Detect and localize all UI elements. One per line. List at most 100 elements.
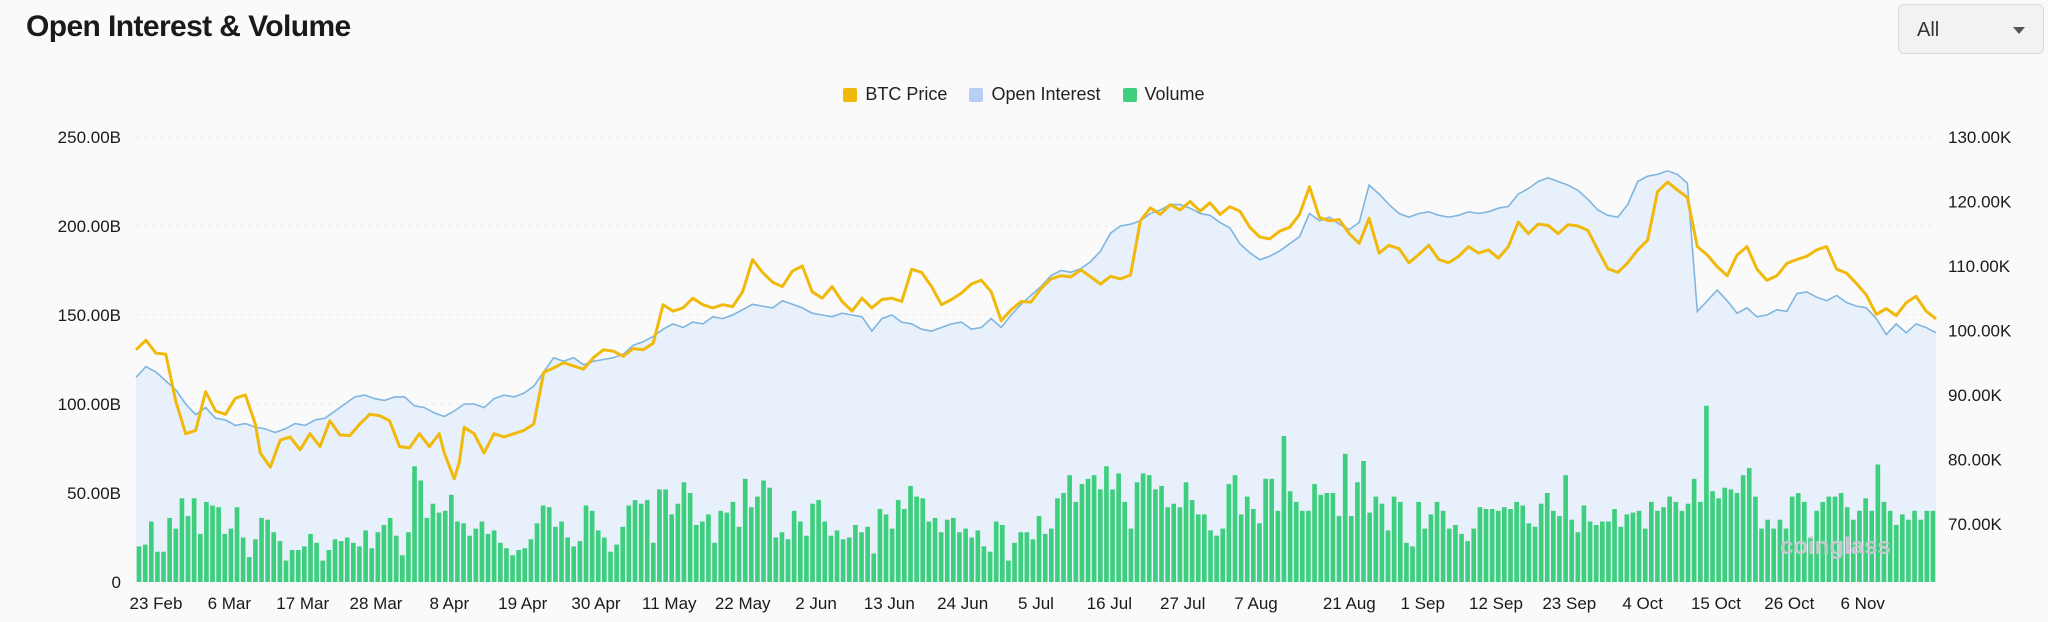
volume-bar [1373,496,1379,582]
volume-bar [902,509,907,582]
volume-bar [749,507,754,582]
volume-bar [1177,507,1183,582]
volume-bar [853,525,858,582]
volume-bar [608,551,613,582]
volume-bar [1869,510,1875,582]
volume-bar [700,521,705,582]
volume-bar [1826,496,1832,582]
volume-bar [204,501,209,582]
volume-bar [142,544,148,582]
volume-bar [1134,482,1140,582]
volume-bar [1293,501,1299,582]
volume-bar [1398,501,1403,582]
x-axis-tick-label: 26 Oct [1764,594,1814,613]
volume-bar [1140,473,1146,582]
volume-bar [908,485,913,582]
chevron-down-icon[interactable] [2013,27,2025,34]
volume-bar [302,546,307,582]
volume-bar [1416,501,1421,582]
volume-bar [326,550,332,582]
volume-bar [210,505,215,582]
volume-bar [449,494,454,582]
volume-bar [865,526,870,582]
volume-bar [565,537,570,582]
x-axis-tick-label: 23 Sep [1542,594,1596,613]
volume-bar [718,510,724,582]
volume-bar [1355,482,1360,582]
volume-bar [436,512,442,582]
volume-bar [644,500,650,582]
volume-bar [1312,484,1317,582]
legend-label-open-interest: Open Interest [991,84,1101,104]
volume-bar [191,498,197,582]
volume-bar [1036,516,1042,582]
volume-bar [993,521,999,582]
volume-bar [577,541,583,582]
x-axis-tick-label: 27 Jul [1160,594,1205,613]
right-axis-tick-label: 120.00K [1948,192,2012,211]
page-title: Open Interest & Volume [26,10,351,43]
volume-bar [1453,525,1458,582]
volume-bar [1006,560,1011,582]
volume-bar [240,537,246,582]
x-axis-tick-label: 7 Aug [1234,594,1278,613]
volume-bar [798,521,803,582]
volume-bar [1336,516,1342,582]
volume-bar [810,503,815,582]
volume-bar [791,510,797,582]
volume-bar [559,521,564,582]
volume-bar [773,537,779,582]
time-range-select[interactable]: All [1898,4,2044,54]
volume-bar [1740,475,1746,582]
volume-bar [1251,509,1256,582]
volume-bar [1410,546,1415,582]
volume-bar [1906,519,1911,582]
volume-bar [1257,523,1262,582]
x-axis-tick-label: 22 May [715,594,771,613]
legend-item-volume[interactable]: Volume [1122,84,1205,105]
volume-bar [1122,501,1128,582]
volume-bar [1857,510,1862,582]
volume-bar [981,546,987,582]
volume-bar [1153,489,1158,582]
volume-bar [1330,493,1336,582]
volume-bar [1195,514,1201,582]
legend-item-btc-price[interactable]: BTC Price [843,84,947,105]
x-axis-tick-label: 2 Jun [795,594,837,613]
volume-bar [1104,466,1109,582]
volume-bar [1863,498,1868,582]
volume-bar [1789,496,1795,582]
volume-bar [1061,493,1066,582]
volume-bar [1110,489,1115,582]
volume-bar [553,526,558,582]
volume-bar [914,496,919,582]
volume-bar [1814,510,1819,582]
volume-bar [1685,503,1691,582]
volume-bar [1238,514,1244,582]
volume-bar [926,521,932,582]
volume-bar [234,507,240,582]
volume-bar [1483,509,1489,582]
volume-bar [1520,505,1526,582]
volume-bar [730,501,736,582]
volume-bar [871,553,877,582]
volume-bar [161,551,166,582]
volume-bar [1795,493,1801,582]
volume-bar [1391,496,1397,582]
volume-bar [675,503,681,582]
volume-bar [1220,528,1226,582]
volume-bar [1269,478,1275,582]
volume-bar [363,530,368,582]
volume-bar [271,532,277,582]
left-axis-tick-label: 0 [112,573,121,592]
volume-bar [1661,507,1666,582]
legend-item-open-interest[interactable]: Open Interest [969,84,1101,105]
volume-bar [920,498,926,582]
volume-bar [938,532,944,582]
legend-label-btc-price: BTC Price [865,84,948,104]
volume-bar [663,489,668,582]
volume-bar [418,480,424,582]
x-axis-tick-label: 11 May [642,594,697,613]
